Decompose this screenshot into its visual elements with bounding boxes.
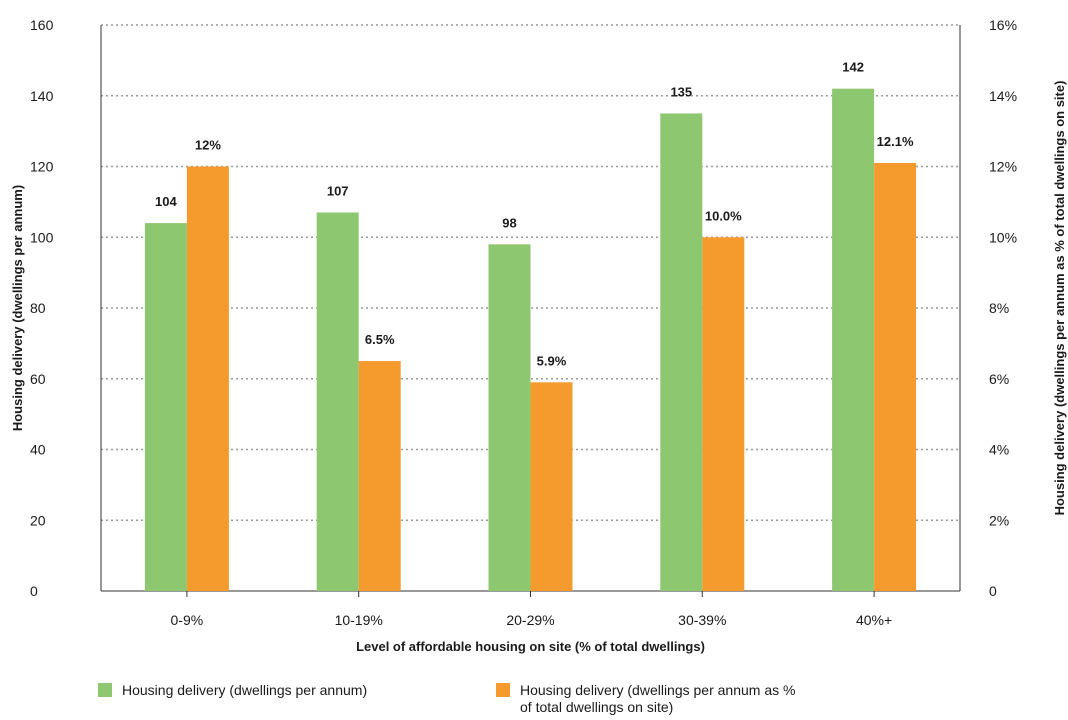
- y-tick-label-right: 0: [989, 583, 997, 599]
- y-tick-label-right: 10%: [989, 229, 1017, 245]
- bar-value-label-dwellings: 142: [842, 60, 864, 75]
- legend-label-percent-line1: Housing delivery (dwellings per annum as…: [520, 682, 796, 698]
- legend-swatch-percent: [496, 683, 510, 697]
- bar-value-label-percent: 12.1%: [877, 134, 914, 149]
- legend-item-dwellings: Housing delivery (dwellings per annum): [98, 682, 367, 699]
- bar-dwellings: [832, 88, 875, 592]
- bar-value-label-percent: 12%: [195, 138, 221, 153]
- x-tick-label: 20-29%: [506, 612, 554, 628]
- legend-swatch-dwellings: [98, 683, 112, 697]
- legend-item-percent: Housing delivery (dwellings per annum as…: [496, 682, 795, 716]
- y-tick-label-left: 40: [30, 442, 46, 458]
- bar-value-label-dwellings: 104: [155, 194, 177, 209]
- bar-value-label-dwellings: 135: [670, 84, 692, 99]
- x-tick-label: 0-9%: [171, 612, 204, 628]
- legend-label-percent: Housing delivery (dwellings per annum as…: [520, 682, 795, 716]
- bar-dwellings: [660, 113, 703, 591]
- bar-dwellings: [144, 223, 187, 591]
- y-tick-label-left: 80: [30, 300, 46, 316]
- y-tick-label-left: 160: [30, 17, 54, 33]
- bar-value-label-percent: 5.9%: [537, 353, 567, 368]
- y-tick-label-right: 12%: [989, 159, 1017, 175]
- y-tick-label-left: 60: [30, 371, 46, 387]
- y-tick-label-right: 8%: [989, 300, 1009, 316]
- x-tick-label: 30-39%: [678, 612, 726, 628]
- bar-percent: [358, 361, 401, 591]
- bar-percent: [186, 166, 229, 591]
- bar-percent: [874, 162, 917, 591]
- chart: 0 0 20 2% 40 4% 60 6% 80 8% 100 10% 120 12% 140 14% 160 1…: [10, 17, 1067, 654]
- bar-value-label-dwellings: 107: [327, 183, 349, 198]
- bar-value-label-percent: 10.0%: [705, 208, 742, 223]
- y-tick-label-left: 140: [30, 88, 54, 104]
- y-tick-label-right: 14%: [989, 88, 1017, 104]
- y-axis-title-right: Housing delivery (dwellings per annum as…: [1052, 81, 1067, 516]
- y-tick-label-right: 4%: [989, 442, 1009, 458]
- legend-label-percent-line2: of total dwellings on site): [520, 699, 674, 715]
- y-tick-label-left: 20: [30, 512, 46, 528]
- bar-percent: [702, 237, 745, 591]
- bar-percent: [530, 382, 573, 591]
- y-tick-label-right: 6%: [989, 371, 1009, 387]
- bar-dwellings: [488, 244, 531, 591]
- legend-label-dwellings: Housing delivery (dwellings per annum): [122, 682, 368, 698]
- bar-value-label-percent: 6.5%: [365, 332, 395, 347]
- x-tick-label: 40%+: [856, 612, 892, 628]
- x-axis-title: Level of affordable housing on site (% o…: [356, 639, 705, 654]
- bar-dwellings: [316, 212, 359, 592]
- y-tick-label-left: 100: [30, 229, 54, 245]
- bar-value-label-dwellings: 98: [502, 215, 516, 230]
- y-tick-label-left: 0: [30, 583, 38, 599]
- y-axis-title-left: Housing delivery (dwellings per annum): [10, 185, 25, 431]
- y-tick-label-left: 120: [30, 159, 54, 175]
- x-tick-label: 10-19%: [335, 612, 383, 628]
- y-tick-label-right: 2%: [989, 512, 1009, 528]
- legend: Housing delivery (dwellings per annum) H…: [98, 682, 998, 718]
- y-tick-label-right: 16%: [989, 17, 1017, 33]
